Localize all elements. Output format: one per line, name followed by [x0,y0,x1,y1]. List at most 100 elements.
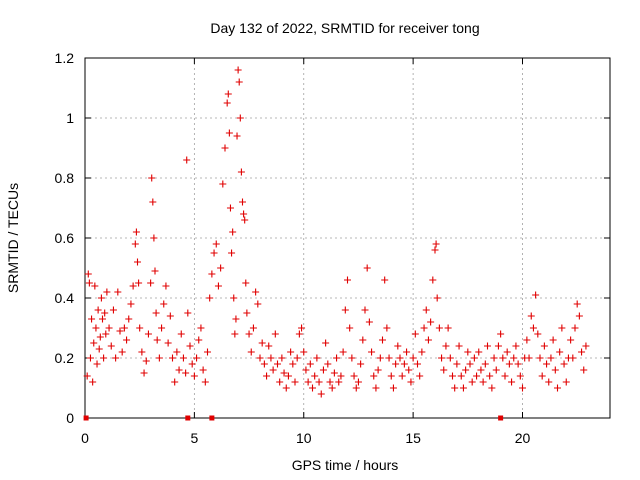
data-point [120,324,128,332]
data-point [505,360,513,368]
data-point [446,354,454,362]
data-point [477,366,485,374]
data-point [431,246,439,254]
data-point [354,378,362,386]
data-point [217,264,225,272]
data-point [372,384,380,392]
data-point [309,384,316,392]
data-point [346,324,354,332]
data-point [562,378,570,386]
data-point [155,354,163,362]
data-point [242,279,250,287]
data-point [510,354,518,362]
data-point [260,360,268,368]
data-point [153,336,161,344]
data-point [556,348,564,356]
data-point [414,360,421,368]
data-point [381,276,389,284]
data-point [134,258,141,266]
data-point [499,354,507,362]
data-point [184,309,192,317]
data-point [317,390,325,398]
data-point [516,372,524,380]
data-point [95,345,103,353]
data-point [396,354,404,362]
data-point [199,366,207,374]
data-point [407,378,415,386]
data-point [258,339,266,347]
x-tick-label: 15 [405,430,421,446]
data-point [435,324,443,332]
data-point [484,342,491,350]
chart-title: Day 132 of 2022, SRMTID for receiver ton… [210,20,479,36]
data-point [241,216,249,224]
data-point [335,378,343,386]
data-point [252,288,260,296]
data-point [276,378,284,386]
data-point [221,144,229,152]
data-point [228,249,236,257]
data-point [182,369,190,377]
data-point [175,366,183,374]
data-point [193,354,201,362]
data-point [501,372,509,380]
data-point [438,354,446,362]
data-point [306,360,314,368]
data-point [392,360,400,368]
data-point [243,309,251,317]
data-point [166,312,174,320]
data-point [85,279,93,287]
data-point [274,360,281,368]
data-point [444,324,452,332]
data-point [339,348,347,356]
data-point [486,372,494,380]
data-point [195,336,203,344]
data-point [475,348,483,356]
data-point [464,348,472,356]
data-point [94,306,102,314]
data-point [210,249,218,257]
data-point [237,168,245,176]
data-point [333,354,341,362]
data-point [138,348,146,356]
data-point [177,330,185,338]
data-point [322,339,330,347]
data-point [132,228,140,236]
data-point [523,336,531,344]
data-point [267,354,275,362]
data-point [455,342,463,350]
data-point [545,378,553,386]
data-point [234,66,242,74]
data-point [147,279,155,287]
data-point [135,279,143,287]
data-point [171,378,179,386]
data-point [89,378,97,386]
data-point [284,372,292,380]
data-point [468,378,476,386]
data-point [573,300,581,308]
y-tick-label: 0 [66,410,74,426]
data-point [554,384,561,392]
data-point [337,372,345,380]
data-point [183,156,191,164]
data-point [394,342,402,350]
data-point [142,357,150,365]
data-point [569,354,577,362]
data-point [99,315,106,323]
data-point [490,354,498,362]
data-point [102,330,110,338]
data-point [363,264,371,272]
data-point [503,348,511,356]
data-point [282,384,290,392]
data-point [532,291,540,299]
data-point [543,360,551,368]
data-point [88,315,96,323]
data-point [300,348,308,356]
data-point [226,204,234,212]
data-point [231,330,239,338]
data-point [298,324,306,332]
data-point [271,330,279,338]
data-point [223,99,231,107]
y-tick-label: 0.6 [55,230,75,246]
data-point [385,354,393,362]
